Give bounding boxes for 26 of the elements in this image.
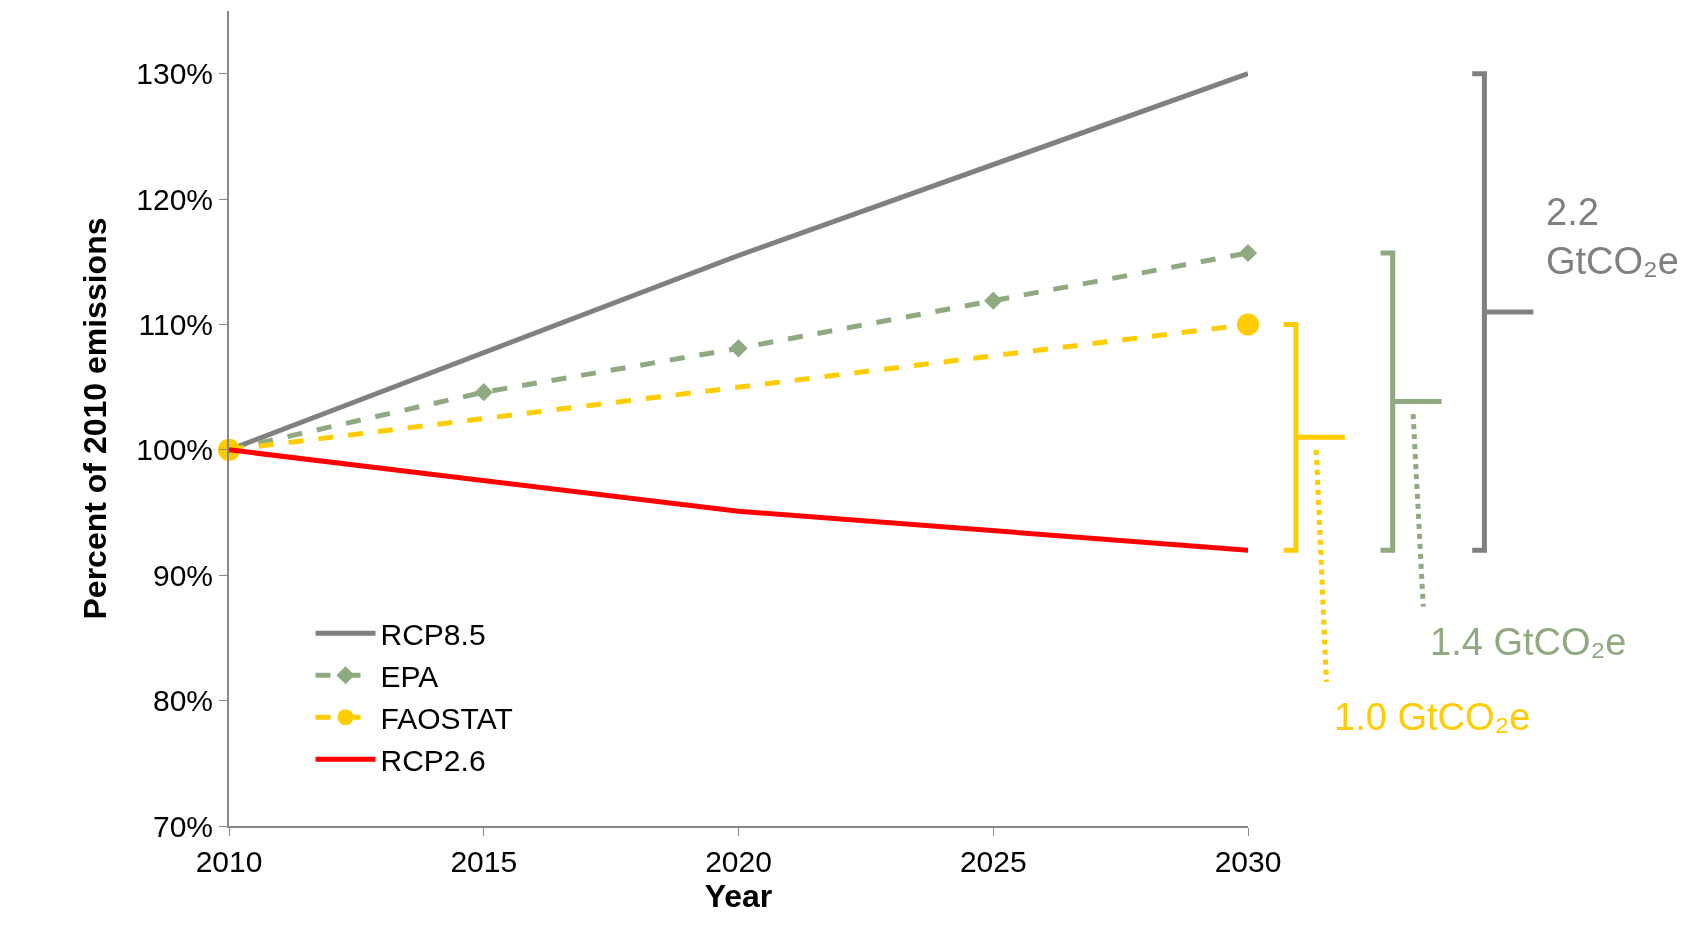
y-axis-title: Percent of 2010 emissions [77,217,114,620]
y-tick-label: 120% [136,182,213,216]
x-tick-label: 2025 [959,845,1027,878]
y-tick-label: 110% [138,307,213,341]
x-tick-label: 2015 [450,845,518,878]
point [984,291,1003,310]
legend-label: RCP8.5 [380,617,486,651]
y-tick-label: 130% [136,57,213,91]
y-tick-label: 100% [136,433,213,467]
x-tick-label: 2020 [705,845,772,878]
x-tick-label: 2010 [195,845,263,878]
legend-label: FAOSTAT [380,701,513,735]
y-tick-label: 70% [152,809,213,843]
point [729,339,748,358]
point [1237,313,1259,336]
legend-label: RCP2.6 [380,743,486,777]
legend-label: EPA [380,659,439,693]
point [474,383,493,402]
y-tick-label: 80% [152,684,213,718]
point [1238,243,1258,263]
x-axis-title: Year [704,878,773,915]
text: 1.4 GtCO₂e [1430,621,1627,663]
text: 1.0 GtCO₂e [1334,696,1531,738]
text: 2.2 GtCO₂e [1546,191,1679,283]
y-tick-label: 90% [152,558,213,592]
x-tick-label: 2030 [1214,845,1282,878]
